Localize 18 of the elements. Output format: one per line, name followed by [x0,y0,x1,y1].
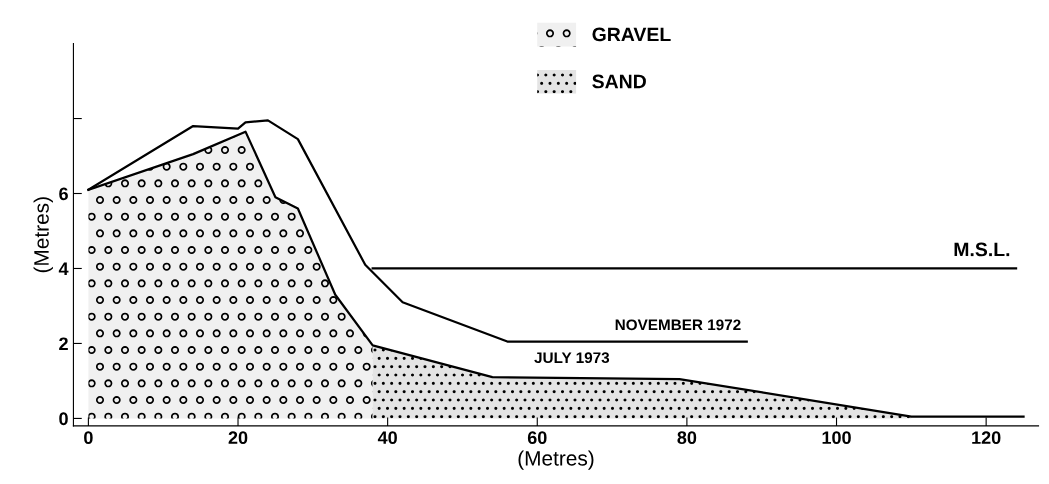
x-tick-label: 100 [822,431,851,445]
legend-label: SAND [592,74,646,89]
y-tick-label: 4 [58,262,69,276]
legend-label: GRAVEL [592,27,671,42]
x-tick-label: 60 [527,431,547,445]
x-tick-label: 120 [972,431,1001,445]
x-tick-label: 80 [677,431,697,445]
y-tick-label: 6 [59,187,68,201]
x-axis-title: (Metres) [518,450,594,470]
x-tick-label: 40 [377,431,397,445]
series-label: JULY 1973 [534,352,610,364]
x-tick-label: 0 [84,431,93,445]
x-tick-label: 20 [228,431,248,445]
y-tick-label: 2 [59,337,68,350]
series-label: M.S.L. [954,242,1010,257]
series-label: NOVEMBER 1972 [615,319,741,331]
y-axis-title: (Metres) [33,197,53,273]
y-tick-label: 0 [59,412,68,426]
